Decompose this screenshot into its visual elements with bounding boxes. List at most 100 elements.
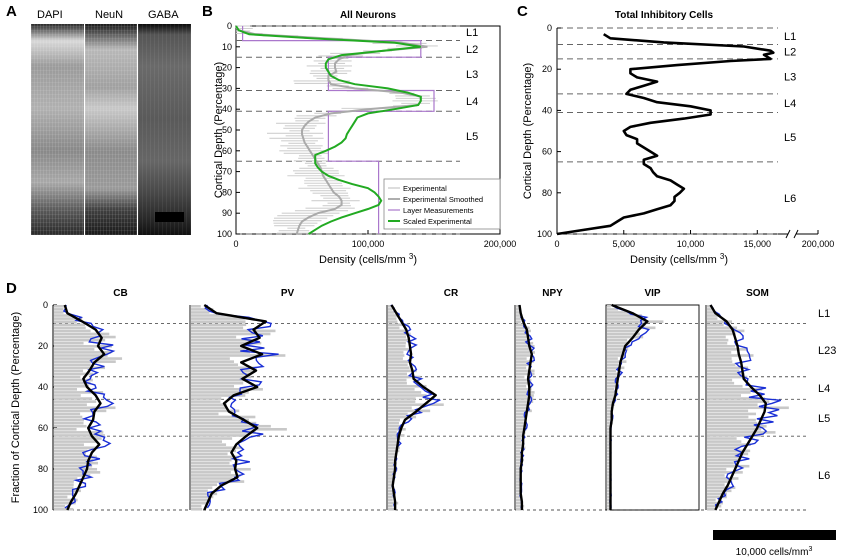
experimental-bar — [54, 357, 123, 360]
experimental-bar — [707, 384, 743, 388]
axis-break-mark — [785, 229, 791, 239]
experimental-bar — [516, 357, 527, 360]
experimental-bar — [516, 412, 525, 416]
experimental-bar — [707, 354, 754, 357]
experimental-bar — [388, 431, 397, 434]
panel-d-letter: D — [6, 280, 17, 297]
experimental-bar — [191, 384, 235, 388]
subplot-title-pv: PV — [281, 288, 295, 299]
x-tick-label: 200,000 — [802, 239, 835, 249]
experimental-bar — [388, 489, 394, 493]
experimental-bar — [707, 431, 776, 434]
experimental-bar — [516, 504, 525, 508]
experimental-bar — [54, 351, 112, 354]
experimental-bar — [191, 458, 232, 462]
experimental-bar — [388, 338, 408, 342]
experimental-bar — [191, 474, 241, 477]
y-tick-label: 20 — [38, 341, 48, 351]
experimental-bar — [707, 369, 740, 373]
x-tick-label: 10,000 — [677, 239, 705, 249]
experimental-bar — [388, 486, 392, 490]
experimental-bar — [388, 458, 394, 462]
experimental-bar — [707, 504, 722, 508]
experimental-bar — [388, 480, 394, 483]
experimental-bar — [707, 308, 714, 311]
vip-frame — [605, 304, 700, 511]
experimental-bar — [516, 418, 526, 422]
experimental-bar — [516, 388, 532, 391]
experimental-bar — [191, 440, 222, 443]
y-tick-label: 100 — [217, 229, 232, 239]
experimental-bar — [54, 446, 98, 450]
experimental-smoothed-line — [235, 25, 428, 235]
experimental-bar — [707, 492, 727, 496]
experimental-bar — [516, 375, 525, 379]
experimental-bar — [54, 409, 107, 413]
experimental-bar — [607, 412, 611, 416]
experimental-bar — [388, 415, 417, 419]
experimental-bar — [607, 434, 610, 437]
experimental-bar — [707, 495, 727, 499]
experimental-bar — [388, 388, 415, 391]
experimental-bar — [607, 498, 611, 502]
y-tick-label: 70 — [222, 167, 232, 177]
experimental-bar — [516, 332, 529, 336]
y-tick-label: 0 — [227, 21, 232, 31]
experimental-bar — [516, 483, 520, 486]
experimental-bar — [191, 320, 246, 323]
experimental-bar — [54, 458, 94, 462]
experimental-bar — [516, 467, 523, 471]
experimental-bar — [607, 418, 614, 422]
experimental-bar — [191, 452, 228, 456]
experimental-bar — [191, 507, 203, 511]
experimental-bar — [388, 507, 396, 511]
chart-b-xlabel: Density (cells/mm 3) — [319, 252, 417, 266]
experimental-bar — [191, 357, 230, 360]
layer-label-l3: L3 — [466, 69, 478, 81]
smoothed-density-line-vip — [609, 303, 649, 510]
y-tick-label: 10 — [222, 42, 232, 52]
y-tick-label: 40 — [222, 104, 232, 114]
experimental-bar — [516, 344, 535, 348]
experimental-bar — [607, 449, 611, 453]
experimental-bar — [191, 434, 248, 437]
experimental-bar — [707, 338, 729, 342]
experimental-bar — [388, 381, 407, 385]
experimental-bar — [388, 394, 427, 397]
experimental-bar — [707, 455, 741, 459]
experimental-bar — [516, 421, 526, 425]
scale-bar-label: 10,000 cells/mm3 — [736, 546, 813, 558]
experimental-bar — [54, 320, 77, 323]
experimental-bar — [388, 366, 410, 370]
experimental-bar — [191, 483, 218, 486]
experimental-bar — [516, 406, 531, 410]
subplot-title-cb: CB — [113, 288, 127, 299]
experimental-bar — [191, 492, 218, 496]
experimental-bar — [54, 507, 74, 511]
experimental-bar — [607, 461, 612, 465]
x-tick-label: 200,000 — [484, 239, 517, 249]
experimental-bar — [388, 348, 412, 351]
axis-break-mark — [793, 229, 799, 239]
experimental-bar — [607, 406, 612, 410]
layer-label-l5: L5 — [784, 132, 796, 144]
experimental-bar — [516, 486, 520, 490]
experimental-bar — [54, 311, 64, 314]
experimental-bar — [607, 308, 619, 311]
experimental-bar — [707, 403, 758, 406]
experimental-bar — [54, 381, 91, 385]
experimental-bar — [191, 305, 201, 308]
experimental-bar — [54, 406, 116, 410]
experimental-bar — [707, 351, 732, 354]
experimental-bar — [707, 323, 724, 327]
experimental-bar — [54, 440, 97, 443]
experimental-bar — [516, 363, 529, 367]
experimental-bar — [516, 329, 531, 333]
experimental-bar — [191, 443, 227, 446]
experimental-bar — [707, 501, 723, 505]
experimental-bar — [607, 471, 611, 474]
experimental-bar — [707, 443, 751, 446]
experimental-bar — [707, 341, 728, 345]
experimental-bar — [388, 344, 406, 348]
